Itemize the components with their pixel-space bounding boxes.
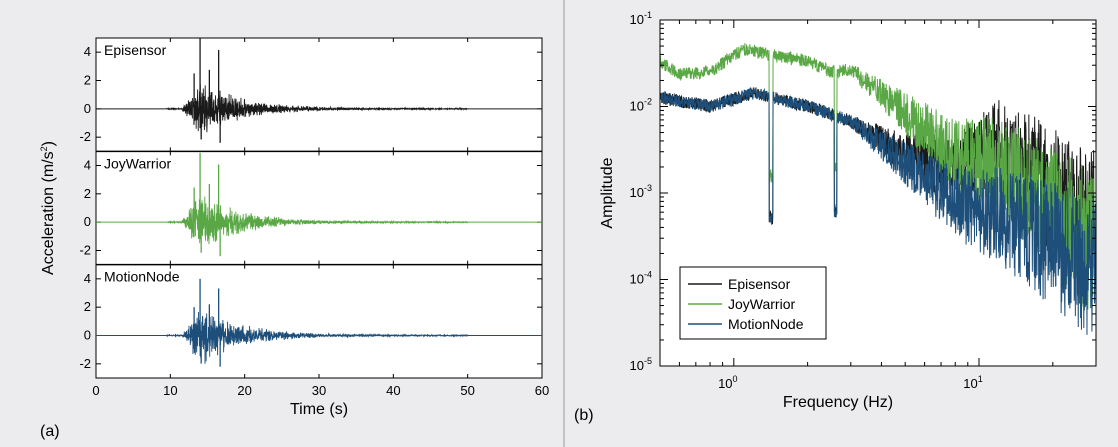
y-axis-label: Acceleration (m/s2) [39, 141, 57, 275]
subplot-label-motionnode: MotionNode [104, 269, 180, 285]
series-line-joywarrior [660, 43, 1096, 312]
y-tick-label: 0 [84, 328, 91, 343]
x-tick-label: 0 [92, 383, 99, 398]
x-axis-label: Time (s) [290, 401, 348, 418]
panel-b-label: (b) [574, 407, 594, 424]
legend-entry-motionnode: MotionNode [728, 316, 804, 332]
x-tick-label: 100 [718, 374, 737, 391]
x-tick-label: 30 [312, 383, 326, 398]
y-tick-label: 0 [84, 101, 91, 116]
x-tick-label: 40 [386, 383, 400, 398]
y-tick-label: 10-1 [630, 10, 652, 27]
y-tick-label: 10-2 [630, 97, 652, 114]
series-line-motionnode [166, 311, 468, 364]
y-tick-label: -2 [79, 243, 91, 258]
y-axis-label: Amplitude [599, 157, 616, 228]
series-line-joywarrior [166, 196, 468, 245]
y-tick-label: 10-3 [630, 183, 652, 200]
y-tick-label: 2 [84, 73, 91, 88]
x-tick-label: 101 [963, 374, 982, 391]
series-line-episensor [660, 87, 1096, 289]
y-tick-label: -2 [79, 356, 91, 371]
legend-entry-episensor: Episensor [728, 276, 791, 292]
panel-b-series-group [660, 43, 1096, 335]
y-tick-label: 4 [84, 271, 91, 286]
x-tick-label: 10 [163, 383, 177, 398]
series-line-motionnode [660, 87, 1096, 335]
legend: Episensor JoyWarrior MotionNode [679, 266, 827, 340]
x-tick-label: 20 [237, 383, 251, 398]
y-tick-label: 4 [84, 158, 91, 173]
panel-a-plot-area [95, 37, 543, 379]
y-tick-label: 2 [84, 186, 91, 201]
y-tick-label: 4 [84, 44, 91, 59]
x-axis-label: Frequency (Hz) [783, 394, 893, 411]
panel-a-label: (a) [40, 423, 60, 440]
subplot-label-joywarrior: JoyWarrior [104, 155, 171, 171]
y-tick-label: 2 [84, 299, 91, 314]
y-tick-label: 10-4 [630, 270, 652, 287]
y-tick-label: 10-5 [630, 356, 652, 373]
series-line-episensor [166, 84, 468, 136]
legend-entry-joywarrior: JoyWarrior [728, 296, 795, 312]
legend-box [679, 266, 827, 340]
panel-b-spectrum: 100 101 10-5 10-4 10-3 10-2 10-1 Frequency (Hz)… [599, 10, 1097, 411]
x-tick-label: 50 [460, 383, 474, 398]
subplot-label-episensor: Episensor [104, 42, 167, 58]
y-tick-label: -2 [79, 129, 91, 144]
x-tick-label: 60 [535, 383, 549, 398]
y-tick-label: 0 [84, 214, 91, 229]
